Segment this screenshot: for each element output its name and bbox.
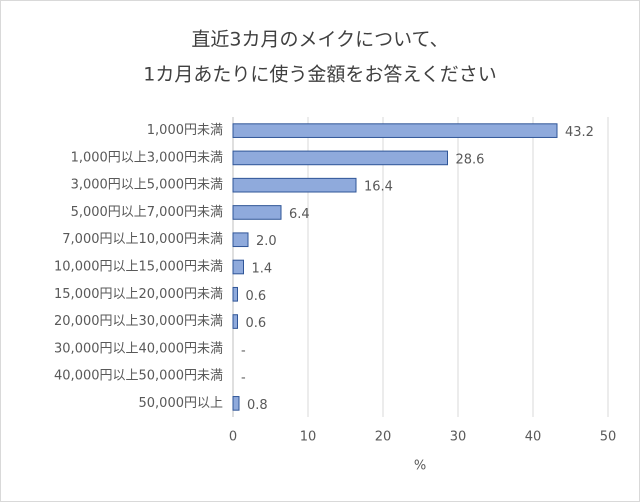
value-label: -	[241, 343, 246, 358]
y-tick-label: 15,000円以上20,000円未満	[54, 287, 223, 302]
value-label: 1.4	[252, 262, 273, 277]
value-label: 2.0	[256, 234, 277, 249]
bar	[232, 396, 240, 411]
bar	[232, 314, 238, 329]
value-label: 28.6	[456, 152, 485, 167]
bar	[232, 259, 244, 275]
chart-title: 直近3カ月のメイクについて、	[191, 29, 448, 51]
y-tick-label: 1,000円以上3,000円未満	[71, 150, 223, 165]
bar	[232, 286, 238, 302]
x-tick-label: 10	[300, 430, 317, 445]
y-tick-label: 10,000円以上15,000円未満	[54, 260, 223, 275]
x-tick-label: 20	[375, 430, 392, 445]
value-label: 6.4	[289, 207, 310, 222]
bar	[232, 205, 282, 220]
value-label: 0.6	[246, 316, 267, 331]
value-label: 43.2	[565, 125, 594, 140]
y-tick-label: 1,000円未満	[147, 123, 223, 138]
y-tick-label: 50,000円以上	[139, 396, 224, 411]
chart-title: 1カ月あたりに使う金額をお答えください	[143, 64, 497, 86]
y-tick-label: 30,000円以上40,000円未満	[54, 341, 223, 356]
bar	[232, 150, 448, 166]
value-label: 16.4	[364, 180, 393, 195]
bar	[232, 123, 558, 138]
y-tick-label: 7,000円以上10,000円未満	[62, 232, 223, 247]
x-tick-label: 50	[600, 430, 617, 445]
bar	[232, 177, 357, 193]
y-tick-label: 40,000円以上50,000円未満	[54, 369, 223, 384]
value-label: 0.6	[246, 289, 267, 304]
x-tick-label: 30	[450, 430, 467, 445]
bar	[232, 232, 249, 248]
x-axis-label: %	[414, 459, 426, 474]
x-tick-label: 0	[229, 430, 237, 445]
value-label: -	[241, 371, 246, 386]
x-tick-label: 40	[525, 430, 542, 445]
y-tick-label: 3,000円以上5,000円未満	[71, 178, 223, 193]
y-tick-label: 20,000円以上30,000円未満	[54, 314, 223, 329]
value-label: 0.8	[247, 398, 268, 413]
y-tick-label: 5,000円以上7,000円未満	[71, 205, 223, 220]
